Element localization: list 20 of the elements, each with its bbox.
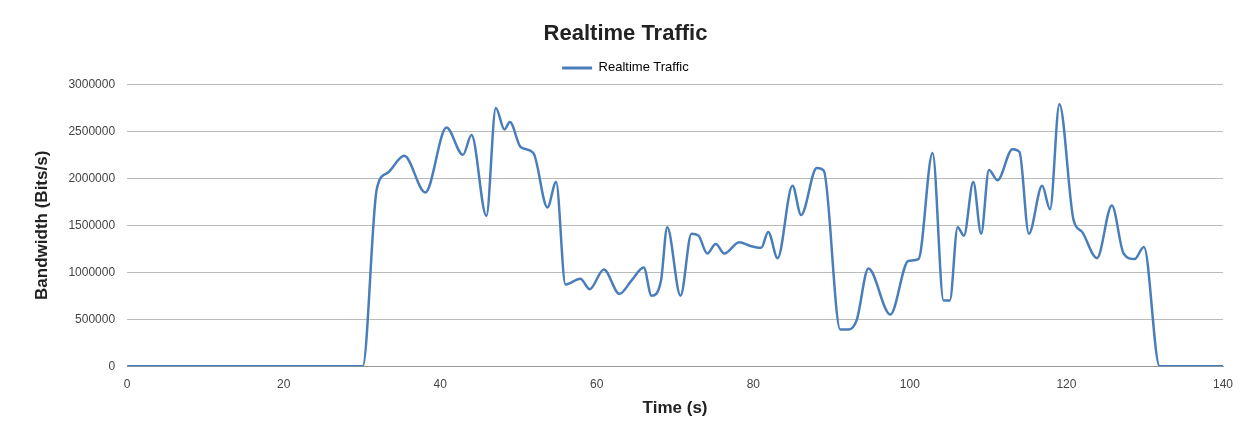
x-tick-label: 140 xyxy=(1212,376,1234,391)
y-axis-title: Bandwidth (Bits/s) xyxy=(31,150,51,300)
x-tick-label: 60 xyxy=(590,376,604,391)
y-tick-label: 2500000 xyxy=(68,123,116,138)
x-tick-label: 20 xyxy=(276,376,291,391)
y-tick-label: 2000000 xyxy=(68,170,116,185)
legend-label: Realtime Traffic xyxy=(598,59,690,75)
x-tick-label: 120 xyxy=(1056,376,1077,391)
y-tick-label: 1500000 xyxy=(68,217,116,232)
x-tick-label: 100 xyxy=(899,376,921,391)
x-tick-label: 80 xyxy=(746,376,761,391)
y-tick-label: 0 xyxy=(108,358,116,373)
y-tick-label: 1000000 xyxy=(68,264,116,279)
line-series xyxy=(127,102,1223,367)
x-axis-title: Time (s) xyxy=(642,398,708,418)
chart-title: Realtime Traffic xyxy=(543,20,708,46)
y-tick-label: 500000 xyxy=(75,311,116,326)
x-tick-label: 40 xyxy=(433,376,448,391)
y-tick-label: 3000000 xyxy=(68,76,116,91)
x-tick-label: 0 xyxy=(123,376,131,391)
